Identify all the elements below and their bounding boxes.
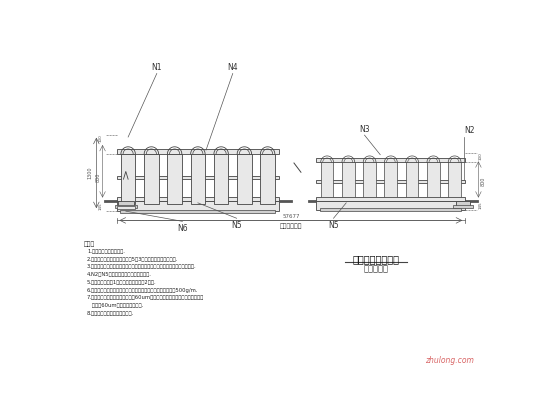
Bar xyxy=(363,162,376,197)
Text: 预置镀锌底座: 预置镀锌底座 xyxy=(279,223,302,229)
Bar xyxy=(260,154,275,204)
Bar xyxy=(320,208,461,211)
Text: 800: 800 xyxy=(480,177,486,186)
Bar xyxy=(316,180,465,183)
Bar xyxy=(316,200,465,210)
Bar xyxy=(116,176,279,179)
Text: 4.N2与N5接辊左力的所有金辊及留顶辊.: 4.N2与N5接辊左力的所有金辊及留顶辊. xyxy=(87,272,152,277)
Bar xyxy=(144,154,158,204)
Text: 1300: 1300 xyxy=(88,167,92,179)
Text: 145: 145 xyxy=(99,202,103,210)
Bar xyxy=(406,162,418,197)
Bar xyxy=(453,205,473,208)
Text: 100: 100 xyxy=(99,134,103,142)
Bar xyxy=(448,162,461,197)
Text: 交口处护栏立面图: 交口处护栏立面图 xyxy=(353,255,400,265)
Text: 8.工程量单项正常路面工程费量.: 8.工程量单项正常路面工程费量. xyxy=(87,311,134,316)
Bar xyxy=(237,154,251,204)
Text: N2: N2 xyxy=(465,126,475,135)
Bar xyxy=(116,197,279,200)
Text: 说明：: 说明： xyxy=(84,241,95,247)
Bar xyxy=(118,200,133,207)
Text: N5: N5 xyxy=(328,220,339,230)
Text: 2.交口处中央防撞护栏绿化，距5标3平衡束，需美化加固所求.: 2.交口处中央防撞护栏绿化，距5标3平衡束，需美化加固所求. xyxy=(87,257,179,262)
Bar xyxy=(190,154,205,204)
Bar xyxy=(385,162,397,197)
Bar xyxy=(167,154,182,204)
Text: zhulong.com: zhulong.com xyxy=(425,356,474,365)
Text: N1: N1 xyxy=(152,63,162,72)
Bar xyxy=(116,206,135,209)
Bar xyxy=(214,154,228,204)
Bar xyxy=(116,150,279,154)
Bar xyxy=(316,197,465,200)
Text: N4: N4 xyxy=(227,63,238,72)
Bar xyxy=(321,162,333,197)
Text: 绿化渐变段: 绿化渐变段 xyxy=(363,265,389,273)
Text: N5: N5 xyxy=(231,220,242,230)
Text: 145: 145 xyxy=(479,201,483,209)
Bar xyxy=(121,154,136,204)
Text: 3.反光片为三层护栏一层，一般分两侧各一块（每层护栏一块立柱两侧固点）.: 3.反光片为三层护栏一层，一般分两侧各一块（每层护栏一块立柱两侧固点）. xyxy=(87,265,197,270)
Bar xyxy=(120,210,276,213)
Text: 100: 100 xyxy=(479,152,483,160)
Text: N3: N3 xyxy=(359,125,370,134)
Text: 800: 800 xyxy=(95,173,100,182)
Bar xyxy=(427,162,440,197)
Bar xyxy=(316,158,465,162)
Text: 7.防腐采用环氧底层钢底面涂度（60um），药橡胶可发油橡胶加换用豆腐面底: 7.防腐采用环氧底层钢底面涂度（60um），药橡胶可发油橡胶加换用豆腐面底 xyxy=(87,295,204,300)
Text: 57677: 57677 xyxy=(282,214,300,219)
Bar xyxy=(456,200,470,207)
Text: 5.护栏安装应保持1排平，不平度不大于2毫米.: 5.护栏安装应保持1排平，不平度不大于2毫米. xyxy=(87,280,157,285)
Bar xyxy=(342,162,354,197)
Bar xyxy=(115,205,137,208)
Text: 6.所有钢辊均磨平，然后依桩功须用直流碳钢辊光理，碳锌量为500g/m.: 6.所有钢辊均磨平，然后依桩功须用直流碳钢辊光理，碳锌量为500g/m. xyxy=(87,288,199,293)
Text: 涂度（60um），面漆为乳白色.: 涂度（60um），面漆为乳白色. xyxy=(87,303,143,308)
Bar xyxy=(116,200,279,211)
Text: 1.本图尺寸均以毫米为计.: 1.本图尺寸均以毫米为计. xyxy=(87,249,125,254)
Text: N6: N6 xyxy=(177,223,188,233)
